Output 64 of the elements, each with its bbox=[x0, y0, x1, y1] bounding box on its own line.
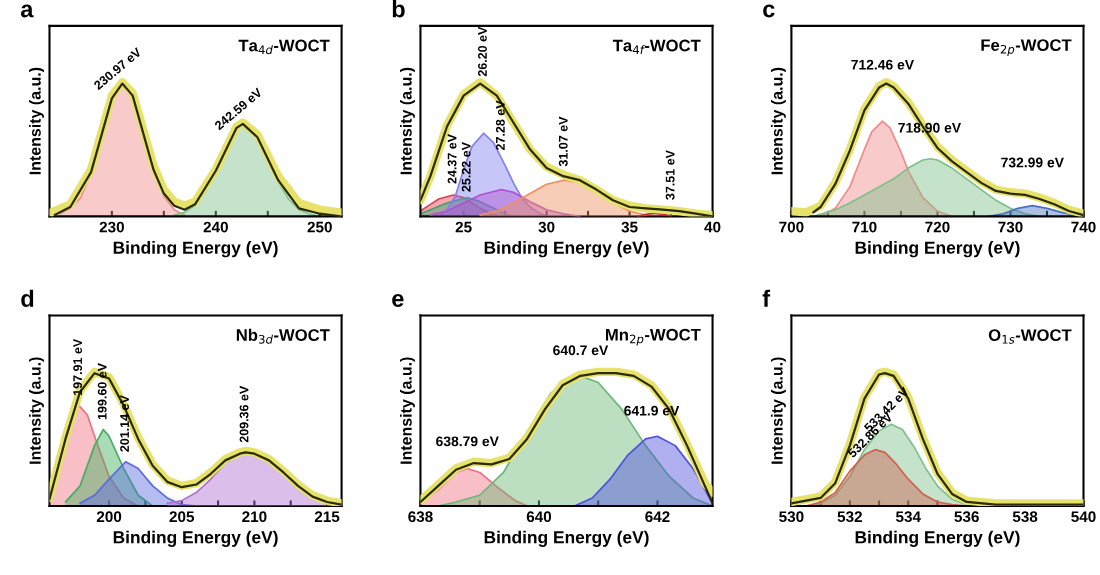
y-axis-title: Intensity (a.u.) bbox=[770, 357, 786, 464]
text: Ta$_{4f}$-WOCT bbox=[612, 39, 701, 54]
x-tick-label: 710 bbox=[852, 221, 877, 233]
x-tick-label: 205 bbox=[169, 511, 195, 523]
annotation: 201.14 eV bbox=[120, 395, 129, 452]
annotation: 199.60 eV bbox=[97, 363, 107, 420]
x-tick-label: 250 bbox=[307, 221, 332, 233]
annotation: 26.20 eV bbox=[478, 26, 487, 77]
chart-title: c bbox=[763, 4, 775, 18]
chart-title: f bbox=[762, 289, 771, 307]
annotation: 712.46 eV bbox=[851, 59, 914, 70]
annotation: 638.79 eV bbox=[436, 436, 499, 447]
annotation: 640.7 eV bbox=[553, 345, 609, 356]
annotation: 24.37 eV bbox=[447, 134, 457, 184]
annotation: 641.9 eV bbox=[624, 405, 680, 416]
x-tick-label: 740 bbox=[1071, 221, 1096, 233]
y-axis-title: Intensity (a.u.) bbox=[400, 67, 415, 175]
x-tick-label: 40 bbox=[704, 221, 721, 233]
chart-title: b bbox=[392, 0, 405, 18]
x-tick-label: 642 bbox=[645, 511, 670, 523]
x-axis-title: Binding Energy (eV) bbox=[855, 241, 1020, 258]
annotation: 197.91 eV bbox=[73, 338, 83, 395]
text: Ta$_{4d}$-WOCT bbox=[238, 39, 330, 55]
chart-title: e bbox=[392, 294, 404, 307]
x-tick-label: 210 bbox=[242, 511, 267, 523]
x-tick-label: 25 bbox=[455, 221, 472, 233]
x-axis-title: Binding Energy (eV) bbox=[484, 241, 649, 258]
x-tick-label: 230 bbox=[99, 221, 124, 233]
x-axis-title: Binding Energy (eV) bbox=[113, 241, 278, 258]
annotation: 37.51 eV bbox=[665, 150, 675, 200]
x-tick-label: 534 bbox=[895, 511, 921, 523]
text: Mn$_{2p}$-WOCT bbox=[605, 328, 701, 346]
x-tick-label: 720 bbox=[925, 221, 950, 233]
annotation: 31.07 eV bbox=[558, 116, 568, 167]
x-tick-label: 240 bbox=[203, 221, 228, 233]
x-tick-label: 538 bbox=[1012, 511, 1038, 523]
text: Fe$_{2p}$-WOCT bbox=[981, 39, 1072, 57]
chart-title: d bbox=[21, 289, 34, 307]
x-tick-label: 638 bbox=[408, 511, 433, 523]
x-tick-label: 35 bbox=[621, 221, 638, 233]
x-axis-title: Binding Energy (eV) bbox=[484, 530, 649, 547]
x-tick-label: 530 bbox=[779, 511, 804, 523]
annotation: 209.36 eV bbox=[239, 385, 249, 443]
x-tick-label: 532 bbox=[837, 511, 862, 523]
y-axis-title: Intensity (a.u.) bbox=[29, 67, 44, 175]
annotation: 27.28 eV bbox=[495, 100, 505, 151]
text: Nb$_{3d}$-WOCT bbox=[236, 328, 330, 344]
annotation: 732.99 eV bbox=[1001, 157, 1064, 168]
text: O$_{1s}$-WOCT bbox=[988, 329, 1072, 344]
x-tick-label: 700 bbox=[779, 221, 804, 233]
x-tick-label: 540 bbox=[1071, 511, 1096, 523]
x-axis-title: Binding Energy (eV) bbox=[113, 530, 278, 547]
y-axis-title: Intensity (a.u.) bbox=[400, 357, 415, 464]
annotation: 25.22 eV bbox=[461, 142, 471, 192]
chart-title: a bbox=[20, 4, 34, 18]
x-tick-label: 200 bbox=[96, 511, 122, 523]
x-tick-label: 536 bbox=[954, 511, 979, 523]
y-axis-title: Intensity (a.u.) bbox=[770, 67, 786, 175]
x-tick-label: 640 bbox=[526, 511, 552, 523]
x-axis-title: Binding Energy (eV) bbox=[855, 530, 1020, 547]
x-tick-label: 730 bbox=[998, 221, 1023, 233]
x-tick-label: 30 bbox=[538, 221, 555, 233]
y-axis-title: Intensity (a.u.) bbox=[29, 357, 44, 464]
x-tick-label: 215 bbox=[314, 511, 340, 523]
